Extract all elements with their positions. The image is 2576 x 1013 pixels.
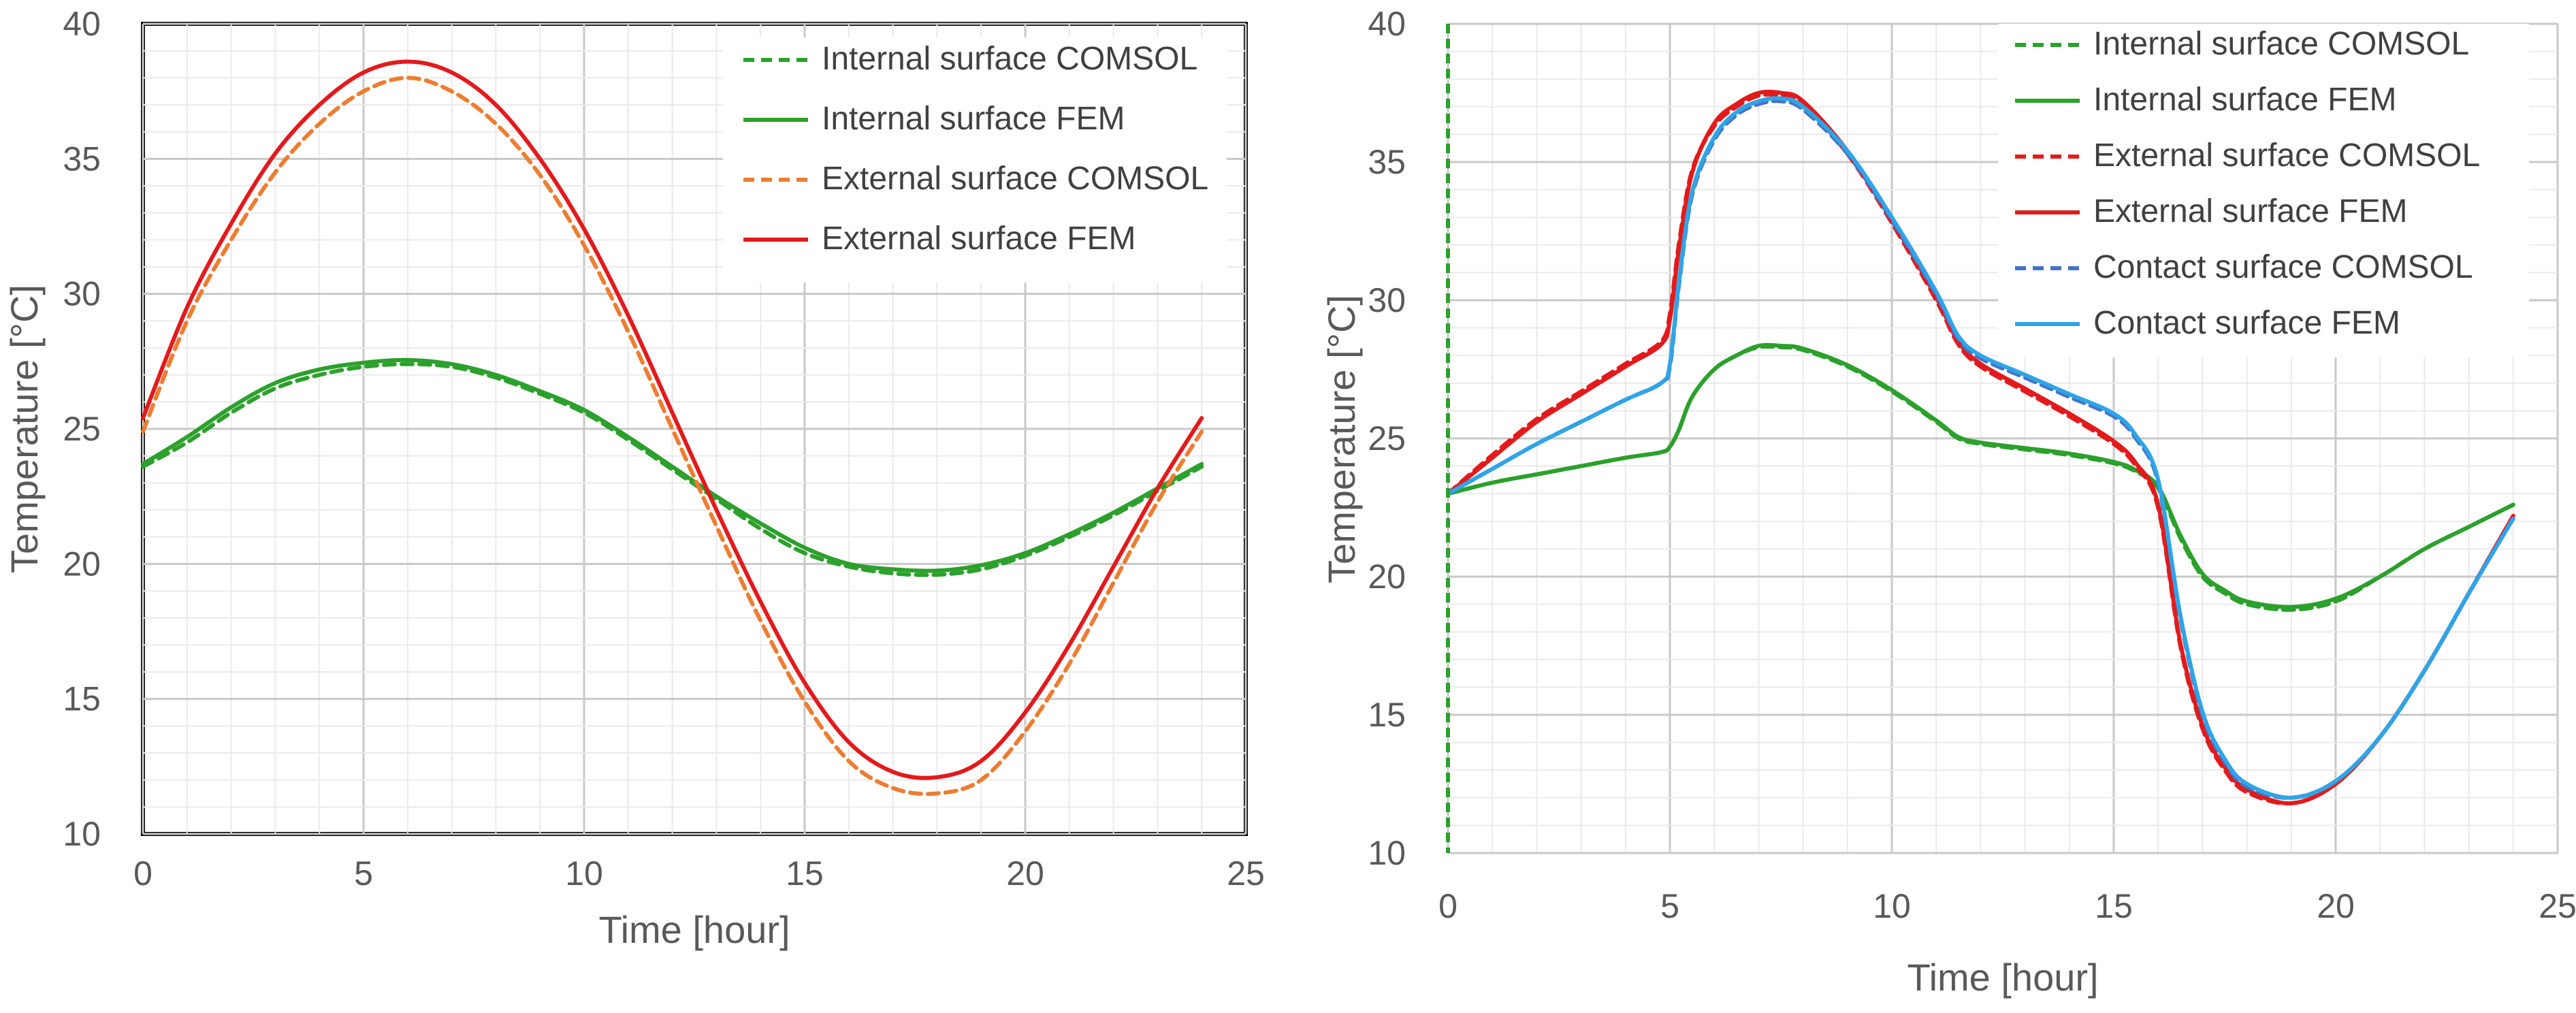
y-axis-label: Temperature [°C] (3, 285, 46, 573)
tick-labels: 0 5 10 15 20 25 10 15 20 25 30 35 40 (1368, 5, 2576, 925)
x-tick-label: 25 (1227, 854, 1265, 893)
legend-label: Internal surface FEM (822, 101, 1125, 137)
x-tick-label: 25 (2539, 887, 2576, 925)
x-tick-label: 5 (354, 854, 373, 893)
x-tick-label: 5 (1660, 887, 1679, 925)
series-line-external-surface-fem (141, 59, 1204, 780)
x-axis-label: Time [hour] (598, 908, 790, 951)
chart-right: 0 5 10 15 20 25 10 15 20 25 30 35 40 Time [hour] Tem… (1320, 5, 2576, 999)
chart-left: 0 5 10 15 20 25 10 15 20 25 30 35 40 Time [hour] Tem… (3, 5, 1265, 951)
series-line-external-surface-comsol (141, 76, 1204, 797)
series-line-internal-surface-fem (1446, 342, 2515, 609)
y-axis-label: Temperature [°C] (1320, 295, 1363, 583)
y-tick-label: 40 (1368, 5, 1406, 43)
y-tick-label: 30 (1368, 281, 1406, 319)
legend-label: Contact surface FEM (2093, 305, 2400, 341)
x-tick-label: 20 (1006, 854, 1044, 893)
x-tick-label: 0 (1438, 887, 1458, 925)
x-tick-label: 10 (565, 854, 603, 893)
y-tick-label: 25 (1368, 419, 1406, 457)
series-line-internal-surface-comsol (141, 361, 1204, 577)
x-tick-label: 20 (2317, 887, 2355, 925)
x-tick-label: 15 (786, 854, 824, 893)
legend-label: External surface COMSOL (822, 161, 1208, 197)
x-tick-label: 10 (1873, 887, 1911, 925)
x-tick-label: 0 (133, 854, 152, 893)
tick-labels: 0 5 10 15 20 25 10 15 20 25 30 35 40 (63, 5, 1264, 893)
legend: Internal surface COMSOL Internal surface … (2015, 26, 2480, 341)
y-tick-label: 40 (63, 5, 101, 43)
y-tick-label: 10 (1368, 834, 1406, 872)
series-line-contact-surface-fem (1446, 96, 2515, 800)
x-axis-label: Time [hour] (1907, 956, 2098, 999)
legend-box (1998, 24, 2529, 357)
y-tick-label: 15 (1368, 696, 1406, 734)
legend-label: Internal surface COMSOL (822, 41, 1197, 77)
y-tick-label: 10 (63, 815, 101, 853)
legend-label: Contact surface COMSOL (2093, 249, 2473, 285)
legend-label: Internal surface FEM (2093, 82, 2397, 118)
y-tick-label: 35 (63, 140, 101, 178)
y-tick-label: 15 (63, 680, 101, 718)
legend-label: External surface FEM (2093, 193, 2407, 229)
legend-label: External surface FEM (822, 221, 1136, 257)
legend-label: External surface COMSOL (2093, 138, 2480, 174)
y-tick-label: 35 (1368, 143, 1406, 181)
y-tick-label: 20 (1368, 558, 1406, 596)
y-tick-label: 25 (63, 410, 101, 448)
legend: Internal surface COMSOL Internal surface … (743, 41, 1208, 257)
series-group (141, 59, 1204, 797)
y-tick-label: 20 (63, 545, 101, 583)
legend-label: Internal surface COMSOL (2093, 26, 2469, 62)
series-group (1446, 89, 2515, 806)
x-tick-label: 15 (2095, 887, 2133, 925)
y-tick-label: 30 (63, 275, 101, 313)
series-line-internal-surface-fem (141, 357, 1204, 573)
